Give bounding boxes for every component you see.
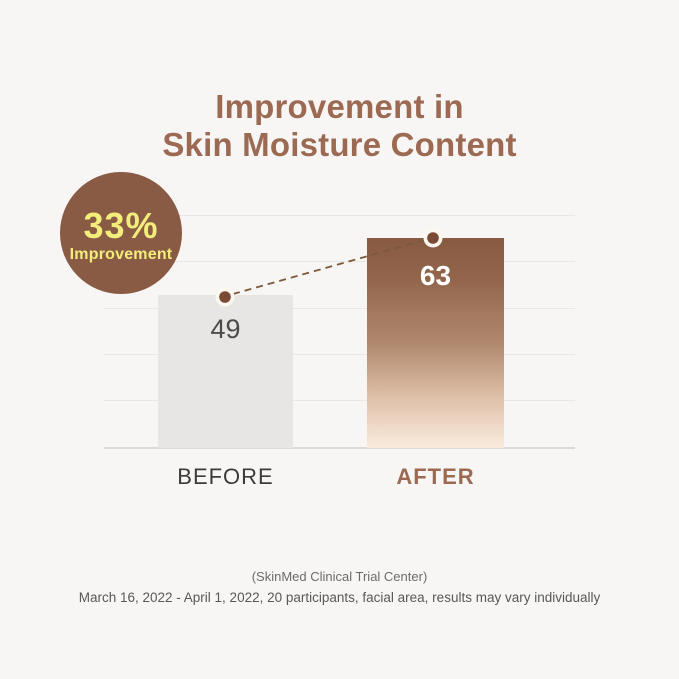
improvement-label: Improvement	[69, 245, 173, 263]
bar-before	[158, 295, 293, 448]
improvement-percent: 33%	[83, 204, 159, 246]
chart-title: Improvement in Skin Moisture Content	[0, 88, 679, 164]
footnote-details: March 16, 2022 - April 1, 2022, 20 parti…	[78, 590, 601, 605]
after-value: 63	[419, 260, 452, 291]
chart-title-line1: Improvement in	[215, 88, 464, 125]
before-value: 49	[210, 314, 241, 344]
gridline	[104, 400, 575, 401]
chart-title-line2: Skin Moisture Content	[162, 126, 517, 163]
footnote-source: (SkinMed Clinical Trial Center)	[251, 569, 428, 584]
axis-label-after: AFTER	[396, 464, 475, 489]
gridline	[104, 354, 575, 355]
gridline	[104, 308, 575, 309]
gridline-baseline	[104, 447, 575, 449]
axis-label-before: BEFORE	[177, 464, 274, 489]
gridline	[104, 215, 575, 216]
improvement-badge: 33% Improvement	[60, 172, 182, 294]
